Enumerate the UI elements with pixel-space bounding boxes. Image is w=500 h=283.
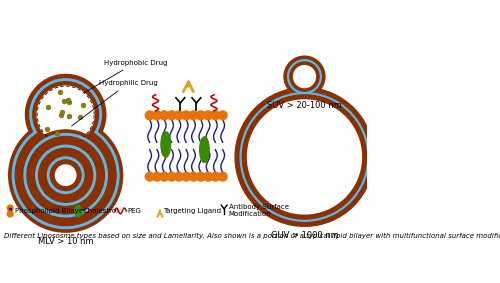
Circle shape [50,160,81,190]
Circle shape [7,205,13,211]
Text: PEG: PEG [128,208,141,214]
Circle shape [32,142,100,209]
Circle shape [240,93,368,221]
Circle shape [56,165,76,185]
Circle shape [290,62,319,91]
Circle shape [48,157,84,194]
Circle shape [288,60,322,93]
Circle shape [152,111,162,120]
Circle shape [196,172,205,181]
Circle shape [38,148,92,202]
Circle shape [12,122,119,228]
Circle shape [196,111,205,120]
Text: Phospholipid Bilayer: Phospholipid Bilayer [14,208,86,214]
Text: LUV > 10  nm: LUV > 10 nm [37,160,94,170]
Circle shape [204,172,212,181]
Text: GUV > 1000 nm: GUV > 1000 nm [270,231,338,240]
Circle shape [20,130,111,220]
Circle shape [182,172,190,181]
Circle shape [36,145,96,205]
Circle shape [160,111,168,120]
Circle shape [27,136,104,214]
Circle shape [242,95,366,219]
Circle shape [174,172,183,181]
Circle shape [44,153,88,197]
Circle shape [218,172,227,181]
Circle shape [146,172,154,181]
Text: Antibody Surface
Modification: Antibody Surface Modification [228,204,288,217]
Circle shape [182,111,190,120]
Circle shape [33,82,98,147]
Circle shape [8,118,122,232]
Circle shape [146,111,154,120]
Circle shape [204,111,212,120]
Text: Targeting Ligand: Targeting Ligand [164,208,222,214]
Text: Hydrophilic Drug: Hydrophilic Drug [72,80,158,126]
Circle shape [189,111,198,120]
Ellipse shape [200,137,209,162]
Ellipse shape [75,205,82,217]
Circle shape [294,66,316,87]
Circle shape [211,111,220,120]
Circle shape [211,172,220,181]
Circle shape [7,211,13,217]
Circle shape [152,172,162,181]
Circle shape [30,79,102,150]
Circle shape [167,172,176,181]
Circle shape [37,86,94,143]
Circle shape [248,100,362,214]
Circle shape [24,134,107,217]
Text: Different Lipososme types based on size and Lamellarity. Also shown is a portion: Different Lipososme types based on size … [4,233,500,239]
Bar [9,208,11,214]
Text: Hydrophobic Drug: Hydrophobic Drug [84,60,167,93]
Bar [142,142,230,150]
Circle shape [174,111,183,120]
Circle shape [16,125,116,226]
Ellipse shape [161,132,170,157]
Text: MLV > 10 nm: MLV > 10 nm [38,237,94,246]
Circle shape [189,172,198,181]
Circle shape [284,56,325,97]
Circle shape [235,87,374,226]
Text: SUV > 20-100 nm: SUV > 20-100 nm [267,101,342,110]
Circle shape [218,111,227,120]
Circle shape [160,172,168,181]
Circle shape [167,111,176,120]
Circle shape [26,74,106,155]
Text: Cholestrol: Cholestrol [83,208,118,214]
